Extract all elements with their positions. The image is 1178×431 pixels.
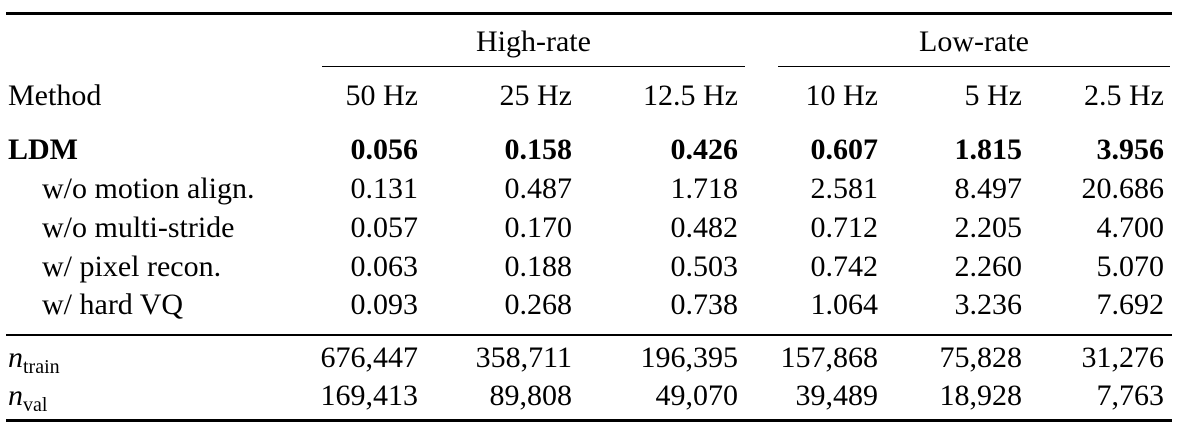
count-cell: 676,447 bbox=[320, 341, 419, 374]
table-cell: 2.205 bbox=[954, 211, 1023, 244]
table-cell: 2.581 bbox=[810, 172, 879, 205]
table-cell: 0.131 bbox=[350, 172, 419, 205]
table-cell: 2.260 bbox=[954, 250, 1023, 283]
table-cell: 0.742 bbox=[810, 250, 879, 283]
count-cell: 89,808 bbox=[489, 379, 573, 412]
count-cell: 196,395 bbox=[640, 341, 739, 374]
count-cell: 7,763 bbox=[1096, 379, 1165, 412]
table-cell: 0.093 bbox=[350, 288, 419, 321]
table-cell: 8.497 bbox=[954, 172, 1023, 205]
method-label: w/ pixel recon. bbox=[42, 250, 222, 283]
count-cell: 39,489 bbox=[795, 379, 879, 412]
method-label: w/o multi-stride bbox=[42, 211, 235, 244]
table-cell: 0.063 bbox=[350, 250, 419, 283]
bottom-rule bbox=[6, 419, 1172, 422]
count-cell: 358,711 bbox=[475, 341, 572, 374]
table-cell: 0.158 bbox=[504, 133, 573, 166]
table-cell: 7.692 bbox=[1096, 288, 1165, 321]
count-subscript: val bbox=[23, 394, 48, 416]
table-cell: 0.057 bbox=[350, 211, 419, 244]
table-cell: 1.815 bbox=[954, 133, 1023, 166]
table-cell: 0.738 bbox=[670, 288, 739, 321]
column-header: 10 Hz bbox=[805, 79, 878, 112]
count-label: nval bbox=[8, 378, 47, 417]
table-cell: 0.482 bbox=[670, 211, 739, 244]
count-symbol: n bbox=[8, 379, 23, 412]
count-cell: 18,928 bbox=[939, 379, 1023, 412]
table-cell: 5.070 bbox=[1096, 250, 1165, 283]
count-subscript: train bbox=[23, 356, 60, 378]
count-symbol: n bbox=[8, 341, 23, 374]
column-header: 12.5 Hz bbox=[643, 79, 738, 112]
column-header: 5 Hz bbox=[964, 79, 1022, 112]
table-cell: 20.686 bbox=[1081, 172, 1165, 205]
top-rule bbox=[6, 12, 1172, 15]
group-header-low-rate: Low-rate bbox=[919, 25, 1029, 58]
count-cell: 75,828 bbox=[939, 341, 1023, 374]
method-label: LDM bbox=[8, 133, 78, 166]
table-cell: 1.718 bbox=[670, 172, 739, 205]
mid-rule bbox=[6, 334, 1172, 336]
table-cell: 0.607 bbox=[810, 133, 879, 166]
table-cell: 3.956 bbox=[1096, 133, 1165, 166]
group-underline-high-rate bbox=[322, 66, 745, 68]
table-cell: 0.503 bbox=[670, 250, 739, 283]
table-cell: 4.700 bbox=[1096, 211, 1165, 244]
group-underline-low-rate bbox=[778, 66, 1170, 68]
table-cell: 0.712 bbox=[810, 211, 879, 244]
count-cell: 169,413 bbox=[320, 379, 419, 412]
table-cell: 0.426 bbox=[670, 133, 739, 166]
table-cell: 1.064 bbox=[810, 288, 879, 321]
column-header: 2.5 Hz bbox=[1084, 79, 1164, 112]
table-cell: 0.487 bbox=[504, 172, 573, 205]
group-header-high-rate: High-rate bbox=[476, 25, 591, 58]
count-cell: 157,868 bbox=[780, 341, 879, 374]
column-header: 50 Hz bbox=[345, 79, 418, 112]
method-label: w/o motion align. bbox=[42, 172, 255, 205]
method-label: w/ hard VQ bbox=[42, 288, 184, 321]
table-cell: 0.268 bbox=[504, 288, 573, 321]
table-cell: 0.188 bbox=[504, 250, 573, 283]
column-header: 25 Hz bbox=[499, 79, 572, 112]
count-cell: 49,070 bbox=[655, 379, 739, 412]
count-label: ntrain bbox=[8, 340, 60, 379]
table-cell: 3.236 bbox=[954, 288, 1023, 321]
count-cell: 31,276 bbox=[1081, 341, 1165, 374]
table-cell: 0.056 bbox=[350, 133, 419, 166]
table-cell: 0.170 bbox=[504, 211, 573, 244]
method-header: Method bbox=[8, 79, 102, 112]
